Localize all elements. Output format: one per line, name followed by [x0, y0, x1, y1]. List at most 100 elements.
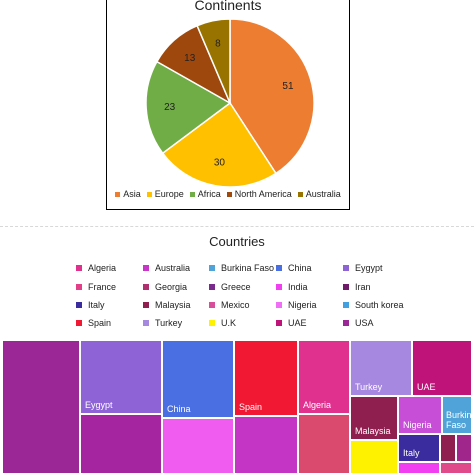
treemap-tile-china: China	[162, 340, 234, 418]
legend-swatch	[343, 265, 349, 271]
section-divider	[0, 226, 474, 227]
treemap-tile-burkina-faso: Burkina Faso	[442, 396, 472, 434]
legend-label: USA	[355, 318, 374, 328]
treemap-tile-eygypt: Eygypt	[80, 340, 162, 414]
legend-swatch	[146, 191, 152, 197]
treemap-tile-italy: Italy	[398, 434, 440, 462]
treemap-tile	[298, 414, 350, 474]
continents-legend-item: Australia	[297, 189, 341, 199]
treemap-tile	[162, 418, 234, 474]
legend-swatch	[76, 320, 82, 326]
legend-label: Greece	[221, 282, 251, 292]
countries-legend-item-algeria: Algeria	[76, 263, 116, 273]
legend-label: Nigeria	[288, 300, 317, 310]
countries-legend-item-china: China	[276, 263, 312, 273]
legend-label: U.K	[221, 318, 237, 328]
countries-legend-item-u-k: U.K	[209, 318, 236, 328]
continents-chart-title: Continents	[194, 0, 262, 13]
treemap-tile-algeria: Algeria	[298, 340, 350, 414]
countries-legend-item-australia: Australia	[143, 263, 190, 273]
countries-legend-item-georgia: Georgia	[143, 282, 187, 292]
legend-label: Spain	[88, 318, 112, 328]
countries-legend-item-greece: Greece	[209, 282, 251, 292]
legend-label: UAE	[288, 318, 307, 328]
countries-legend-item-nigeria: Nigeria	[276, 300, 317, 310]
countries-legend-item-turkey: Turkey	[143, 318, 182, 328]
legend-label: Iran	[355, 282, 371, 292]
pie-data-label-asia: 51	[282, 81, 294, 92]
treemap-tile-uae: UAE	[412, 340, 472, 396]
treemap-tile-turkey: Turkey	[350, 340, 412, 396]
countries-chart-title: Countries	[209, 234, 265, 249]
legend-label: Asia	[123, 189, 141, 199]
countries-legend-item-uae: UAE	[276, 318, 307, 328]
countries-legend-item-india: India	[276, 282, 308, 292]
continents-chart-frame: Continents 51 30 23 13 8 Asia Europe Africa Nor…	[106, 0, 350, 210]
legend-label: Algeria	[88, 263, 117, 273]
legend-label: Australia	[155, 263, 191, 273]
legend-label: Australia	[305, 189, 341, 199]
pie-data-label-australia: 8	[215, 39, 221, 50]
legend-swatch	[209, 265, 215, 271]
legend-label: Italy	[88, 300, 105, 310]
treemap-tile	[456, 434, 472, 462]
treemap-tile-label: Algeria	[303, 400, 332, 410]
legend-swatch	[343, 320, 349, 326]
legend-label: Burkina Faso	[221, 263, 275, 273]
treemap-tile	[440, 462, 472, 474]
legend-swatch	[143, 302, 149, 308]
pie-slice-africa	[145, 60, 232, 155]
treemap-tile-label: Italy	[403, 448, 420, 458]
continents-legend-item: North America	[226, 189, 292, 199]
continents-legend-item: Europe	[146, 189, 184, 199]
countries-legend-item-france: France	[76, 282, 116, 292]
legend-label: China	[288, 263, 312, 273]
countries-legend-item-south-korea: South korea	[343, 300, 404, 310]
legend-label: Mexico	[221, 300, 250, 310]
legend-swatch	[143, 265, 149, 271]
treemap-tile-label: Spain	[239, 402, 263, 412]
treemap-tile	[234, 416, 298, 474]
legend-swatch	[343, 284, 349, 290]
legend-swatch	[189, 191, 195, 197]
pie-slice-europe	[161, 101, 277, 188]
legend-swatch	[276, 284, 282, 290]
legend-swatch	[143, 320, 149, 326]
legend-label: Africa	[197, 189, 221, 199]
countries-legend-item-burkina-faso: Burkina Faso	[209, 263, 274, 273]
legend-swatch	[276, 265, 282, 271]
legend-label: Turkey	[155, 318, 183, 328]
treemap-tile-spain: Spain	[234, 340, 298, 416]
legend-label: Eygypt	[355, 263, 383, 273]
treemap-tile	[2, 340, 80, 474]
legend-label: North America	[234, 189, 292, 199]
countries-legend-item-spain: Spain	[76, 318, 111, 328]
treemap-tile-label: Eygypt	[85, 400, 113, 410]
legend-swatch	[343, 302, 349, 308]
legend-swatch	[276, 302, 282, 308]
treemap-tile-label: Nigeria	[403, 420, 432, 430]
countries-legend-item-italy: Italy	[76, 300, 105, 310]
treemap-tile-malaysia: Malaysia	[350, 396, 398, 440]
legend-swatch	[115, 191, 121, 197]
countries-legend-item-iran: Iran	[343, 282, 371, 292]
treemap-tile-nigeria: Nigeria	[398, 396, 442, 434]
legend-label: Malaysia	[155, 300, 191, 310]
legend-label: Europe	[154, 189, 184, 199]
treemap-tile	[440, 434, 456, 462]
countries-legend-item-usa: USA	[343, 318, 374, 328]
legend-swatch	[209, 320, 215, 326]
treemap-tile-label: Turkey	[355, 382, 383, 392]
continents-legend: Asia Europe Africa North America Australia	[107, 189, 349, 199]
legend-label: South korea	[355, 300, 404, 310]
continents-legend-item: Asia	[115, 189, 141, 199]
legend-swatch	[209, 284, 215, 290]
continents-pie-chart: 51 30 23 13 8	[145, 18, 315, 188]
legend-swatch	[276, 320, 282, 326]
continents-legend-item: Africa	[189, 189, 221, 199]
legend-swatch	[76, 302, 82, 308]
legend-swatch	[143, 284, 149, 290]
legend-swatch	[297, 191, 303, 197]
legend-swatch	[226, 191, 232, 197]
treemap-tile	[80, 414, 162, 474]
